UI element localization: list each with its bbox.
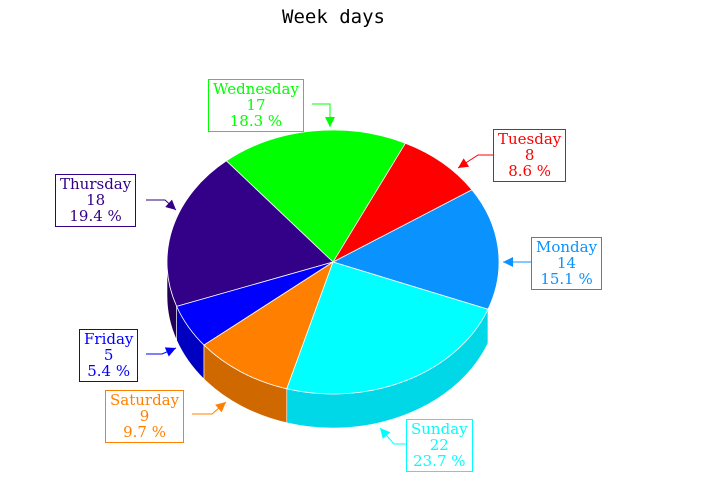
pie-slice-monday — [331, 189, 500, 310]
slice-name: Saturday — [110, 391, 180, 409]
slice-value: 5 — [103, 346, 114, 364]
pie-leader-lines — [146, 103, 531, 445]
slice-name: Sunday — [411, 420, 468, 438]
slice-percent: 23.7 % — [413, 452, 466, 470]
slice-percent: 5.4 % — [87, 362, 131, 380]
slice-name: Monday — [536, 238, 598, 256]
leader-arrowhead-wednesday — [325, 117, 335, 127]
slice-percent: 15.1 % — [540, 270, 593, 288]
pie-slice-sunday — [286, 261, 489, 395]
leader-arrowhead-monday — [503, 257, 513, 267]
slice-value: 17 — [246, 96, 266, 114]
slice-name: Thursday — [60, 175, 132, 193]
leader-arrowhead-sunday — [380, 428, 391, 439]
slice-value: 14 — [556, 254, 577, 272]
slice-label-monday: Monday 14 15.1 % — [531, 237, 603, 290]
slice-label-tuesday: Tuesday 8 8.6 % — [493, 129, 567, 182]
leader-arrowhead-saturday — [215, 402, 226, 413]
slice-value: 8 — [524, 146, 535, 164]
pie-slice-wednesday — [225, 129, 406, 263]
slice-value: 18 — [86, 191, 106, 209]
slice-value: 22 — [429, 436, 449, 454]
pie-slice-saturday — [203, 261, 334, 390]
slice-name: Wednesday — [213, 80, 299, 98]
pie-side-walls — [166, 261, 489, 429]
leader-arrowhead-friday — [164, 347, 176, 357]
pie-slice-tuesday — [331, 142, 473, 264]
slice-percent: 8.6 % — [508, 162, 552, 180]
slice-label-wednesday: Wednesday 17 18.3 % — [208, 79, 304, 132]
pie-top-faces — [166, 129, 500, 395]
slice-label-saturday: Saturday 9 9.7 % — [105, 390, 185, 443]
leader-arrowhead-tuesday — [458, 158, 470, 168]
slice-label-sunday: Sunday 22 23.7 % — [406, 419, 473, 472]
slice-percent: 18.3 % — [229, 112, 283, 130]
slice-percent: 9.7 % — [123, 423, 166, 441]
slice-percent: 19.4 % — [69, 207, 122, 225]
slice-value: 9 — [139, 407, 150, 425]
slice-label-thursday: Thursday 18 19.4 % — [55, 174, 137, 227]
pie-slice-thursday — [166, 160, 334, 307]
leader-arrowhead-thursday — [165, 199, 176, 210]
chart-title: Week days — [282, 6, 385, 28]
leader-line-wednesday — [312, 103, 331, 127]
slice-name: Tuesday — [498, 130, 562, 148]
slice-label-friday: Friday 5 5.4 % — [79, 329, 139, 382]
slice-name: Friday — [84, 330, 134, 348]
